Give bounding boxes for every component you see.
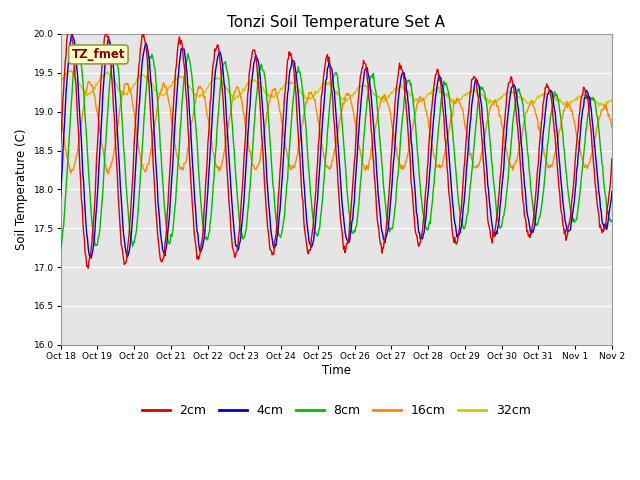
- 2cm: [125, 234, 132, 240]
- 4cm: [125, 250, 132, 255]
- 32cm: [67, 68, 74, 73]
- 32cm: [404, 90, 412, 96]
- 2cm: [608, 156, 616, 162]
- 32cm: [209, 78, 217, 84]
- 4cm: [405, 104, 413, 110]
- 16cm: [608, 125, 616, 131]
- Line: 8cm: 8cm: [61, 46, 612, 250]
- 2cm: [405, 139, 413, 145]
- 16cm: [421, 102, 429, 108]
- Legend: 2cm, 4cm, 8cm, 16cm, 32cm: 2cm, 4cm, 8cm, 16cm, 32cm: [137, 399, 536, 422]
- 16cm: [67, 170, 74, 176]
- 2cm: [57, 140, 65, 145]
- 32cm: [420, 97, 428, 103]
- 8cm: [75, 43, 83, 48]
- 16cm: [57, 108, 65, 113]
- 32cm: [608, 97, 616, 103]
- X-axis label: Time: Time: [322, 363, 351, 377]
- 8cm: [67, 113, 74, 119]
- 2cm: [84, 265, 92, 271]
- 32cm: [595, 103, 603, 109]
- 4cm: [68, 31, 76, 37]
- Line: 4cm: 4cm: [61, 34, 612, 258]
- 8cm: [57, 247, 65, 253]
- Line: 16cm: 16cm: [61, 82, 612, 174]
- 4cm: [181, 51, 189, 57]
- 2cm: [210, 58, 218, 64]
- 8cm: [420, 214, 428, 219]
- 4cm: [210, 87, 218, 93]
- 32cm: [180, 75, 188, 81]
- 2cm: [421, 199, 429, 205]
- 8cm: [124, 209, 132, 215]
- 16cm: [405, 147, 413, 153]
- 16cm: [210, 153, 218, 158]
- Title: Tonzi Soil Temperature Set A: Tonzi Soil Temperature Set A: [227, 15, 445, 30]
- 4cm: [608, 189, 616, 194]
- 4cm: [88, 255, 95, 261]
- 32cm: [57, 77, 65, 83]
- 2cm: [67, 29, 75, 35]
- 8cm: [209, 182, 217, 188]
- 32cm: [124, 89, 132, 95]
- Text: TZ_fmet: TZ_fmet: [72, 48, 125, 61]
- 8cm: [404, 78, 412, 84]
- 16cm: [84, 79, 92, 84]
- 16cm: [181, 160, 189, 166]
- 16cm: [125, 86, 132, 92]
- 4cm: [421, 223, 429, 229]
- 2cm: [66, 23, 74, 29]
- 32cm: [67, 67, 75, 73]
- 8cm: [608, 218, 616, 224]
- Y-axis label: Soil Temperature (C): Soil Temperature (C): [15, 129, 28, 250]
- 2cm: [181, 68, 189, 74]
- Line: 2cm: 2cm: [61, 26, 612, 268]
- 4cm: [67, 38, 74, 44]
- Line: 32cm: 32cm: [61, 70, 612, 106]
- 16cm: [104, 171, 112, 177]
- 8cm: [180, 76, 188, 82]
- 4cm: [57, 195, 65, 201]
